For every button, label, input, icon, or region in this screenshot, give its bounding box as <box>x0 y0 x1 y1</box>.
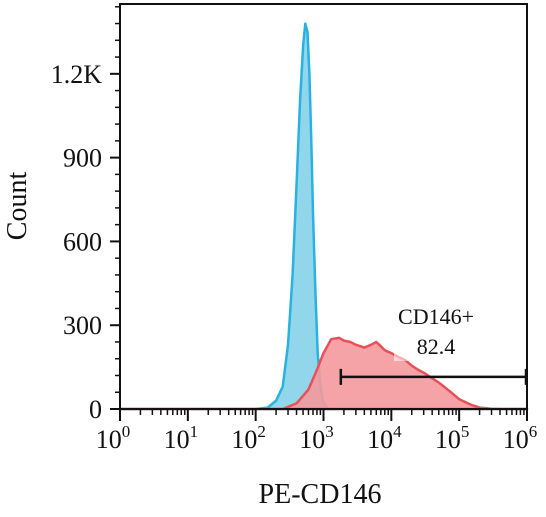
gate-value-backdrop <box>394 347 440 361</box>
histogram-cd146 <box>118 336 529 411</box>
y-tick-label: 0 <box>89 395 102 424</box>
x-tick-base: 10 <box>164 425 190 454</box>
x-tick-exponent: 5 <box>461 422 470 441</box>
x-tick-label: 105 <box>435 422 470 454</box>
x-tick-exponent: 2 <box>257 422 266 441</box>
x-tick-exponent: 1 <box>190 422 199 441</box>
x-tick-label: 100 <box>96 422 131 454</box>
y-tick-label: 600 <box>63 227 102 256</box>
gate-label: CD146+ <box>398 304 474 329</box>
x-tick-base: 10 <box>96 425 122 454</box>
x-tick-exponent: 0 <box>122 422 131 441</box>
x-tick-base: 10 <box>299 425 325 454</box>
x-axis-title: PE-CD146 <box>259 479 382 510</box>
x-tick-base: 10 <box>367 425 393 454</box>
y-axis-title: Count <box>2 172 33 241</box>
x-tick-exponent: 4 <box>393 422 402 441</box>
x-tick-label: 104 <box>367 422 402 454</box>
y-tick-label: 300 <box>63 311 102 340</box>
x-tick-base: 10 <box>231 425 257 454</box>
x-tick-base: 10 <box>503 425 529 454</box>
y-tick-label: 1.2K <box>51 60 103 89</box>
gate-value: 82.4 <box>417 334 456 359</box>
plot-frame <box>119 3 528 410</box>
x-tick-exponent: 3 <box>325 422 334 441</box>
x-tick-base: 10 <box>435 425 461 454</box>
x-tick-label: 102 <box>231 422 266 454</box>
y-tick-label: 900 <box>63 144 102 173</box>
x-tick-label: 106 <box>503 422 538 454</box>
x-tick-label: 103 <box>299 422 334 454</box>
x-tick-exponent: 6 <box>529 422 538 441</box>
x-tick-label: 101 <box>164 422 199 454</box>
